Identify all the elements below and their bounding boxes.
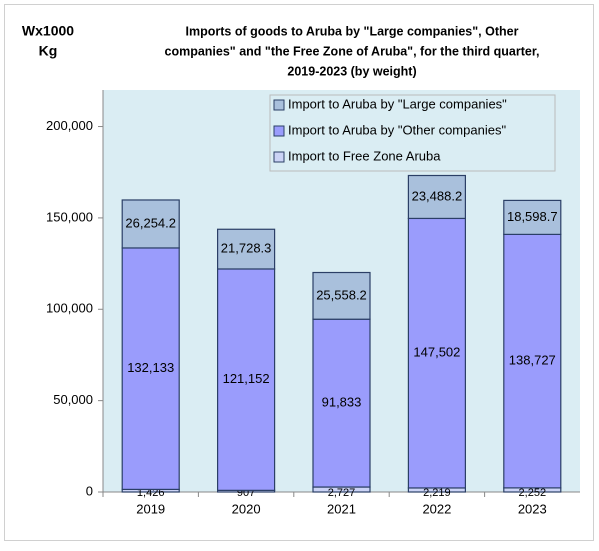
bar-segment	[121, 199, 180, 249]
x-tick-label: 2020	[232, 501, 261, 516]
legend-swatch	[273, 151, 285, 163]
bar-segment	[217, 268, 276, 491]
data-label: 147,502	[413, 345, 460, 360]
bar-segment	[121, 247, 180, 490]
data-label: 121,152	[223, 371, 270, 386]
x-tick-label: 2022	[422, 501, 451, 516]
bar-segment	[503, 233, 562, 489]
legend-label: Import to Aruba by "Other companies"	[288, 122, 506, 137]
y-axis-label: Kg	[39, 43, 58, 59]
bar-segment	[312, 271, 371, 320]
x-tick-label: 2019	[136, 501, 165, 516]
y-tick-label: 100,000	[46, 301, 93, 316]
data-label: 18,598.7	[507, 209, 558, 224]
legend-swatch	[273, 99, 285, 111]
y-tick-label: 0	[86, 483, 93, 498]
y-axis-label: Wx1000	[22, 23, 74, 39]
data-label: 26,254.2	[125, 215, 176, 230]
data-label: 23,488.2	[412, 188, 463, 203]
bar-segment	[407, 174, 466, 220]
data-label: 2,727	[328, 487, 356, 499]
legend-swatch	[273, 125, 285, 137]
data-label: 2,252	[519, 487, 547, 499]
data-label: 138,727	[509, 353, 556, 368]
y-tick-label: 150,000	[46, 209, 93, 224]
y-tick-label: 200,000	[46, 118, 93, 133]
data-label: 132,133	[127, 360, 174, 375]
y-tick-label: 50,000	[53, 392, 93, 407]
data-label: 25,558.2	[316, 287, 367, 302]
data-label: 21,728.3	[221, 241, 272, 256]
x-tick-label: 2023	[518, 501, 547, 516]
chart-title: Imports of goods to Aruba by "Large comp…	[186, 24, 519, 38]
legend-box	[269, 94, 556, 172]
legend-label: Import to Aruba by "Large companies"	[288, 96, 507, 111]
data-label: 91,833	[322, 395, 362, 410]
bar-segment	[503, 199, 562, 235]
data-label: 2,219	[423, 487, 451, 499]
bar-segment	[217, 228, 276, 270]
bar-segment	[407, 217, 466, 489]
chart-title: 2019-2023 (by weight)	[287, 64, 416, 78]
x-tick-label: 2021	[327, 501, 356, 516]
chart-title: companies" and "the Free Zone of Aruba",…	[165, 44, 540, 58]
legend-label: Import to Free Zone Aruba	[288, 148, 441, 163]
